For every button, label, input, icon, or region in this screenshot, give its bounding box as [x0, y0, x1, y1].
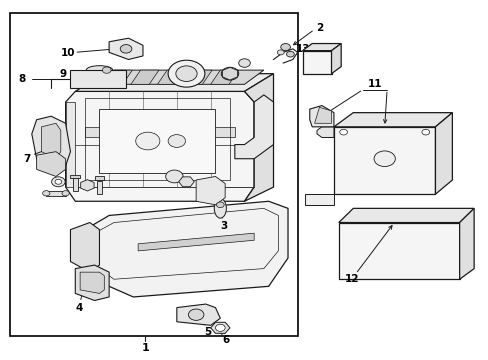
Text: 5: 5	[204, 327, 211, 337]
Polygon shape	[75, 265, 109, 301]
Circle shape	[168, 60, 204, 87]
Polygon shape	[80, 272, 104, 293]
Polygon shape	[305, 194, 333, 205]
Ellipse shape	[86, 66, 113, 75]
Polygon shape	[302, 44, 341, 51]
Text: 8: 8	[19, 74, 26, 84]
Polygon shape	[104, 70, 132, 84]
Polygon shape	[37, 152, 65, 176]
Bar	[70, 70, 126, 88]
Polygon shape	[131, 70, 159, 84]
Polygon shape	[85, 201, 287, 297]
Polygon shape	[210, 70, 238, 84]
Text: 3: 3	[220, 221, 227, 231]
Circle shape	[136, 132, 160, 150]
Polygon shape	[314, 107, 331, 123]
Circle shape	[42, 191, 50, 196]
Polygon shape	[70, 222, 99, 272]
Circle shape	[176, 66, 197, 81]
Polygon shape	[46, 191, 65, 196]
Circle shape	[120, 45, 132, 53]
Circle shape	[52, 177, 65, 187]
Text: 7: 7	[23, 154, 31, 164]
Circle shape	[286, 51, 294, 57]
Circle shape	[165, 170, 183, 183]
Circle shape	[373, 151, 394, 167]
Text: 9: 9	[60, 69, 67, 79]
Circle shape	[277, 50, 284, 55]
Polygon shape	[435, 113, 451, 194]
Circle shape	[339, 129, 347, 135]
Circle shape	[280, 44, 290, 51]
Polygon shape	[234, 95, 273, 159]
Polygon shape	[338, 222, 459, 279]
Polygon shape	[99, 109, 215, 173]
Bar	[73, 178, 78, 191]
Polygon shape	[138, 233, 254, 251]
Polygon shape	[65, 91, 254, 201]
Polygon shape	[179, 177, 194, 187]
Circle shape	[168, 135, 185, 147]
Text: 11: 11	[367, 79, 382, 89]
Polygon shape	[210, 322, 229, 333]
Polygon shape	[65, 102, 75, 187]
Polygon shape	[316, 127, 333, 138]
Polygon shape	[459, 208, 473, 279]
Ellipse shape	[214, 199, 226, 218]
Text: 13: 13	[296, 44, 310, 54]
Polygon shape	[309, 105, 333, 127]
Polygon shape	[183, 70, 212, 84]
Circle shape	[238, 59, 250, 67]
Text: 4: 4	[75, 303, 82, 312]
Text: 1: 1	[141, 343, 149, 354]
Text: 6: 6	[222, 335, 229, 345]
Polygon shape	[196, 176, 224, 205]
Text: 12: 12	[344, 274, 358, 284]
Polygon shape	[95, 70, 264, 84]
Polygon shape	[177, 304, 220, 325]
Polygon shape	[333, 127, 435, 194]
Circle shape	[62, 191, 69, 196]
Circle shape	[421, 129, 429, 135]
Polygon shape	[32, 116, 70, 169]
Circle shape	[102, 67, 111, 73]
Polygon shape	[75, 74, 273, 91]
Circle shape	[216, 202, 224, 208]
Polygon shape	[85, 127, 234, 138]
Polygon shape	[222, 67, 237, 80]
Polygon shape	[302, 51, 331, 74]
Bar	[70, 175, 80, 178]
Circle shape	[215, 324, 224, 331]
Circle shape	[221, 67, 238, 80]
Bar	[95, 176, 104, 180]
Text: 2: 2	[315, 23, 323, 33]
Circle shape	[188, 309, 203, 320]
Polygon shape	[41, 123, 61, 159]
Bar	[97, 181, 102, 194]
Polygon shape	[331, 44, 341, 74]
Polygon shape	[338, 208, 473, 222]
Polygon shape	[244, 74, 273, 201]
Bar	[10, 13, 297, 336]
Circle shape	[55, 179, 61, 184]
Polygon shape	[333, 113, 451, 127]
Polygon shape	[109, 38, 142, 59]
Polygon shape	[157, 70, 185, 84]
Polygon shape	[81, 180, 94, 191]
Text: 10: 10	[61, 48, 75, 58]
